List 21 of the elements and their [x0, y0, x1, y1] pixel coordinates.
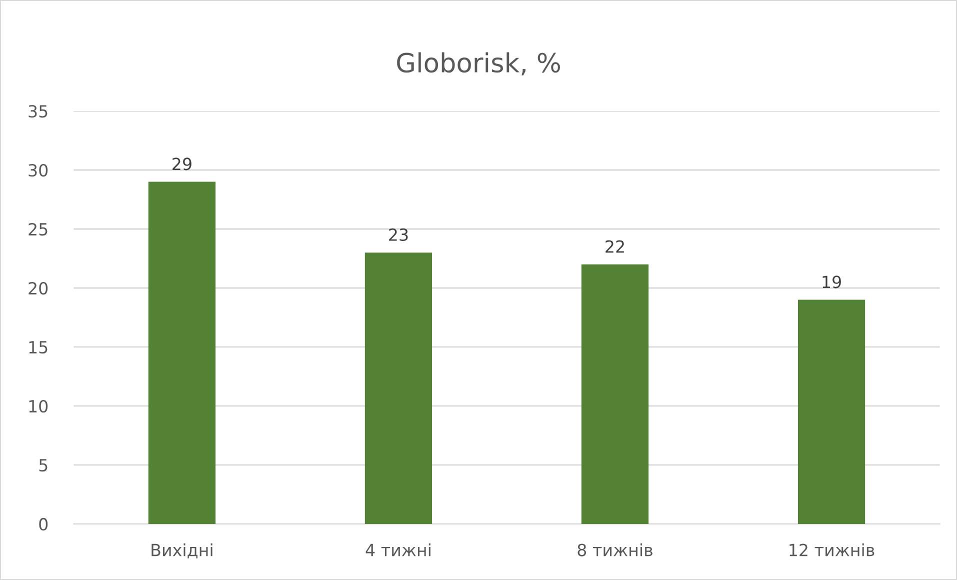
data-label: 23	[389, 228, 408, 242]
y-tick-label: 15	[29, 341, 48, 354]
chart-title: Globorisk, %	[397, 52, 560, 76]
data-label: 22	[606, 240, 624, 253]
y-tick-label: 0	[39, 518, 48, 531]
x-tick-label: 8 тижнів	[578, 543, 652, 556]
y-tick-label: 10	[29, 400, 48, 413]
y-tick-label: 25	[28, 222, 48, 236]
data-label: 29	[172, 158, 192, 170]
y-tick-label: 35	[28, 104, 48, 118]
y-tick-label: 5	[39, 459, 48, 472]
bar	[148, 182, 216, 524]
data-label: 19	[822, 276, 841, 288]
bar	[798, 300, 866, 524]
y-tick-label: 30	[28, 164, 48, 177]
bar	[364, 252, 432, 524]
x-tick-label: 12 тижнів	[790, 543, 874, 556]
x-tick-label: 4 тижні	[366, 543, 430, 556]
bar	[581, 264, 649, 524]
y-tick-label: 20	[28, 282, 48, 295]
x-tick-label: Вихідні	[152, 543, 212, 558]
